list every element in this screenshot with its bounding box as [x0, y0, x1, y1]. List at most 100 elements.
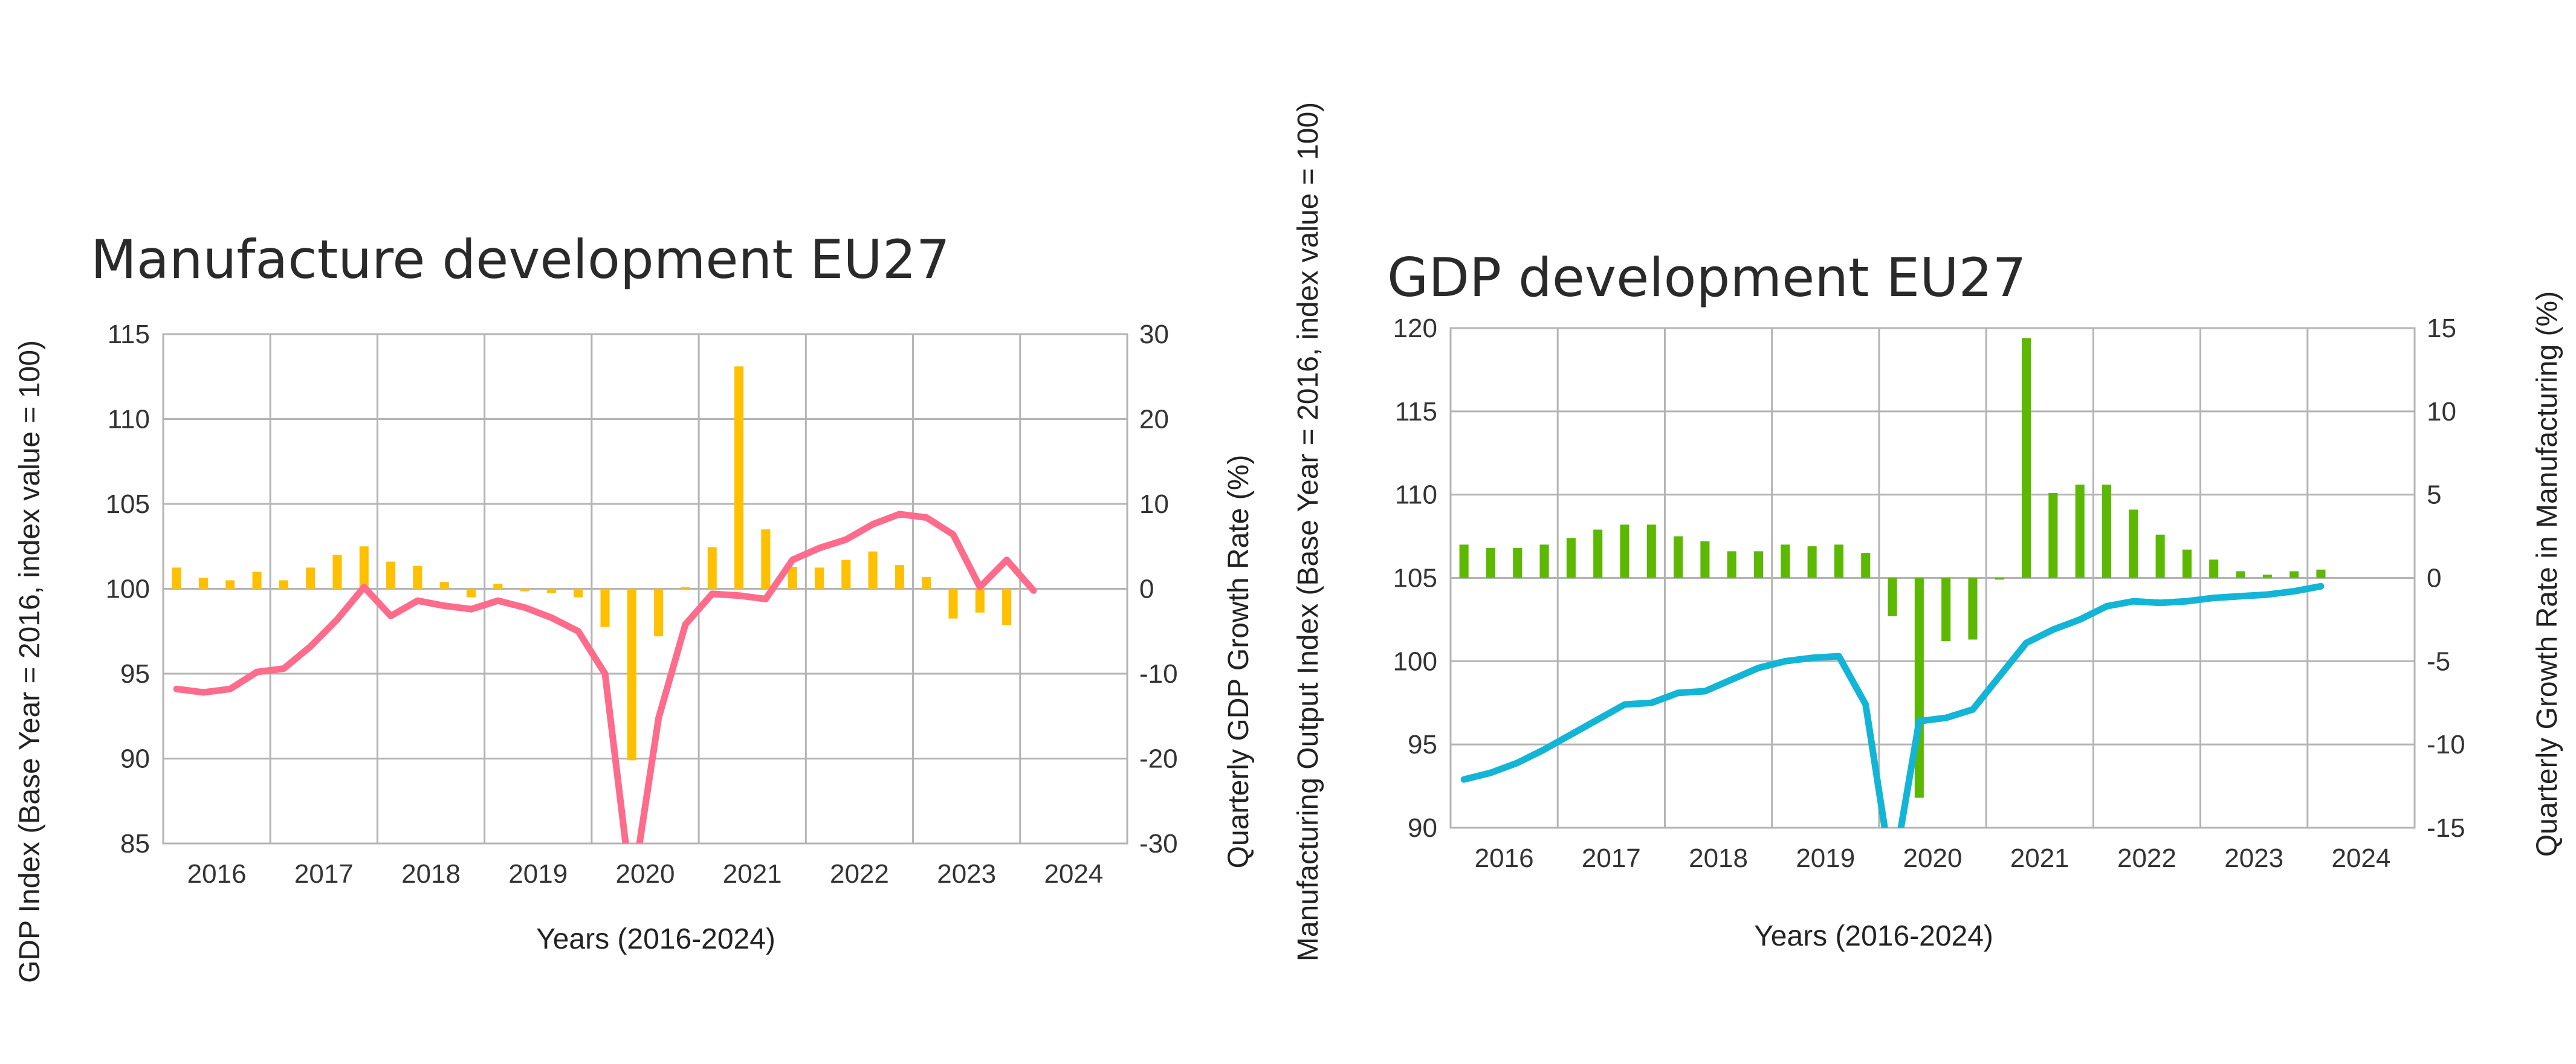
growth-bar [814, 567, 824, 589]
x-tick-label: 2018 [1689, 843, 1748, 873]
y-right-tick-label: 15 [2427, 314, 2456, 343]
y-right-tick-label: 5 [2427, 480, 2441, 510]
chart-title: Manufacture development EU27 [91, 228, 950, 291]
x-tick-label: 2019 [1796, 843, 1855, 873]
x-tick-label: 2020 [1903, 843, 1963, 873]
growth-bar [493, 584, 503, 589]
y-left-tick-label: 95 [1408, 730, 1437, 759]
manufacture-chart: Manufacture development EU27 85909510010… [14, 228, 1255, 983]
growth-bar [1968, 578, 1978, 640]
growth-bar [1459, 544, 1469, 578]
x-tick-label: 2020 [616, 859, 675, 889]
growth-bar [1834, 544, 1843, 578]
growth-bar [1593, 529, 1603, 578]
growth-bar [1566, 538, 1576, 578]
growth-bar [707, 547, 717, 589]
plot-frame [162, 333, 1128, 845]
growth-bar [413, 566, 422, 589]
gdp-chart: GDP development EU27 9095100105110115120… [1292, 102, 2563, 961]
y-left-tick-label: 115 [1395, 397, 1437, 427]
growth-bar [2129, 509, 2138, 578]
y-right-tick-label: -15 [2427, 813, 2465, 843]
growth-bar [1781, 544, 1790, 578]
index-line [173, 511, 1037, 843]
growth-bar [895, 565, 904, 589]
y-left-tick-label: 90 [1408, 813, 1437, 843]
y-left-tick-label: 100 [1393, 646, 1437, 676]
manufacture-chart-panel: Manufacture development EU27 85 90 95 100 10… [0, 0, 1257, 1064]
y-axis-left-title: Manufacturing Output Index (Base Year = … [1292, 102, 1324, 961]
plot-frame [1449, 327, 2416, 829]
growth-bar [975, 588, 985, 613]
y-left-tick-label: 120 [1393, 314, 1437, 343]
y-left-tick-label: 100 [106, 575, 150, 604]
growth-bar [332, 555, 342, 589]
x-tick-label: 2024 [1044, 859, 1103, 889]
x-tick-label: 2016 [187, 859, 247, 889]
growth-bar [2262, 574, 2272, 578]
growth-bar [1002, 588, 1012, 625]
x-tick-label: 2022 [830, 859, 889, 889]
growth-bar [2290, 571, 2299, 578]
y-right-tick-label: 0 [2427, 564, 2441, 593]
y-left-tick-label: 95 [120, 659, 150, 689]
growth-bar [574, 588, 583, 598]
x-tick-label: 2018 [401, 859, 461, 889]
growth-bar [2048, 492, 2058, 578]
x-axis-title: Years (2016-2024) [536, 923, 775, 955]
growth-bar [1995, 578, 2004, 580]
y-right-tick-label: 10 [2427, 397, 2456, 427]
growth-bar [2155, 534, 2165, 578]
y-axis-right-title: Quarterly GDP Growth Rate (%) [1223, 455, 1255, 869]
y-left-tick-label: 105 [106, 489, 150, 519]
y-left-tick-label: 105 [1393, 564, 1437, 593]
y-axis-right-title: Quarterly Growth Rate in Manufacturing (… [2531, 291, 2563, 857]
growth-bar [2182, 549, 2192, 578]
growth-bar [734, 366, 744, 589]
x-tick-label: 2023 [937, 859, 996, 889]
growth-bar [654, 588, 664, 637]
growth-bar [2316, 569, 2326, 578]
growth-bar [1727, 551, 1736, 578]
growth-bar [439, 582, 449, 589]
growth-bar [225, 580, 235, 589]
y-left-tick-label: 110 [1395, 480, 1437, 510]
growth-bar [1753, 551, 1764, 578]
growth-bar [279, 580, 288, 589]
index-line [1460, 582, 2325, 828]
growth-bar [198, 578, 208, 589]
growth-bar [1914, 578, 1924, 798]
growth-bar [1674, 536, 1683, 578]
y-right-tick-label: -10 [1139, 659, 1178, 689]
growth-bar [252, 572, 262, 589]
y-left-tick-label: 85 [120, 829, 150, 859]
growth-bar [1539, 544, 1549, 578]
y-right-tick-label: 10 [1139, 489, 1169, 519]
growth-bar [868, 551, 878, 589]
y-right-tick-label: -5 [2427, 646, 2450, 676]
growth-bar [386, 561, 396, 589]
growth-bar [1807, 546, 1817, 578]
growth-bar [2236, 571, 2245, 578]
y-right-tick-label: 0 [1139, 575, 1154, 604]
growth-bar [466, 588, 476, 598]
growth-bar [1941, 578, 1951, 642]
growth-bar [306, 567, 316, 589]
x-axis-title: Years (2016-2024) [1754, 920, 1993, 952]
growth-bar [1513, 547, 1523, 578]
chart-title: GDP development EU27 [1387, 247, 2026, 309]
growth-bar [1700, 541, 1710, 578]
y-left-tick-label: 90 [120, 744, 150, 774]
growth-bar [2209, 559, 2219, 578]
growth-bar [1861, 553, 1871, 578]
growth-bar [546, 588, 556, 593]
y-right-tick-label: 20 [1139, 405, 1169, 434]
growth-bar [1888, 578, 1897, 616]
y-right-tick-label: -20 [1139, 744, 1178, 774]
x-tick-label: 2021 [723, 859, 782, 889]
growth-bar [359, 546, 369, 589]
x-tick-label: 2023 [2224, 843, 2283, 873]
y-right-tick-label: -10 [2427, 730, 2465, 759]
growth-bar [627, 588, 636, 761]
gdp-chart-panel: GDP development EU27 90 95 100 105 110 115 120… [1257, 0, 2576, 1064]
